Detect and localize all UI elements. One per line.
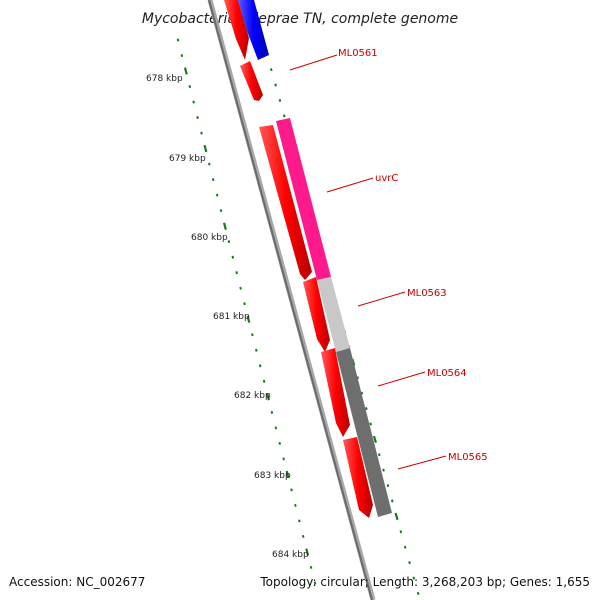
inner-tick (298, 519, 301, 523)
inner-tick (192, 100, 195, 104)
red-gene-1[interactable] (224, 0, 249, 60)
outer-tick (412, 576, 416, 580)
outer-tick (369, 422, 372, 426)
outer-tick (394, 512, 399, 521)
inner-tick (266, 393, 270, 401)
inner-tick (258, 364, 262, 368)
blue-gene[interactable] (238, 0, 269, 60)
red-gene-3[interactable] (259, 125, 312, 280)
outer-tick (360, 391, 364, 395)
inner-tick (301, 534, 305, 538)
outer-tick (282, 114, 286, 118)
kbp-label-681: 681 kbp (213, 312, 250, 322)
inner-tick (246, 315, 251, 323)
outer-tick (403, 545, 407, 549)
red-gene-2[interactable] (240, 61, 263, 101)
feature-track (224, 0, 392, 518)
uvrc-gene[interactable] (276, 118, 331, 280)
kbp-label-680: 680 kbp (191, 233, 228, 243)
inner-tick (313, 581, 317, 585)
outer-tick (390, 499, 394, 503)
kbp-label-682: 682 kbp (234, 391, 271, 401)
inner-tick (239, 286, 242, 290)
ml0564-gene[interactable] (336, 348, 392, 517)
kbp-labels: 678 kbp 679 kbp 680 kbp 681 kbp 682 kbp … (146, 74, 309, 560)
kbp-label-679: 679 kbp (169, 154, 206, 164)
accession-text: Accession: NC_002677 (9, 575, 145, 589)
gene-label-ml0564[interactable]: ML0564 (427, 368, 467, 379)
outer-tick (269, 68, 273, 72)
kbp-label-684: 684 kbp (272, 550, 309, 560)
inner-tick (180, 54, 184, 58)
ml0565-leader (397, 455, 447, 470)
inner-tick (176, 38, 180, 42)
inner-tick (309, 565, 313, 569)
outer-tick (382, 468, 385, 472)
inner-tick (270, 410, 274, 414)
inner-tick (290, 488, 293, 492)
inner-tick (255, 348, 258, 352)
ml0561-leader (289, 54, 338, 71)
gene-label-ml0565[interactable]: ML0565 (448, 452, 488, 463)
outer-tick (372, 435, 377, 444)
outer-tick (399, 530, 403, 534)
ml0564-leader (377, 371, 426, 387)
inner-tick (211, 178, 215, 182)
gene-labels: ML0561 uvrC ML0563 ML0564 ML0565 (289, 48, 488, 470)
inner-tick (285, 470, 290, 479)
red-gene-6[interactable] (343, 437, 373, 518)
inner-tick (282, 457, 285, 461)
inner-tick (305, 548, 310, 556)
inner-tick (200, 131, 203, 135)
gene-label-ml0563[interactable]: ML0563 (407, 288, 447, 299)
gene-label-ml0561[interactable]: ML0561 (338, 48, 378, 59)
kbp-label-678: 678 kbp (146, 74, 183, 84)
inner-tick (235, 271, 238, 275)
kbp-label-683: 683 kbp (254, 471, 291, 481)
outer-tick (356, 376, 359, 380)
ml0563-gene[interactable] (317, 277, 350, 352)
inner-tick (203, 144, 208, 153)
outer-tick (386, 484, 390, 488)
inner-tick (262, 379, 266, 383)
inner-tick (215, 193, 219, 197)
inner-tick (196, 116, 199, 120)
inner-tick (208, 162, 211, 166)
inner-tick (274, 426, 278, 430)
outer-tick (408, 561, 411, 565)
genome-summary-text: Topology: circular; Length: 3,268,203 bp… (259, 575, 590, 589)
outer-tick (416, 591, 420, 595)
inner-tick (231, 255, 235, 259)
gene-label-uvrc[interactable]: uvrC (375, 173, 398, 184)
outer-tick (377, 453, 381, 457)
inner-tick (243, 302, 246, 306)
inner-tick (188, 85, 192, 89)
red-gene-5[interactable] (321, 348, 350, 437)
inner-tick (251, 333, 254, 337)
inner-tick (278, 441, 282, 445)
inner-tick-ring (176, 38, 317, 585)
outer-tick (278, 98, 282, 102)
inner-tick (294, 503, 297, 507)
inner-tick (223, 222, 227, 230)
outer-tick (365, 407, 368, 411)
backbone (207, 0, 376, 600)
ml0563-leader (357, 291, 406, 307)
inner-tick (219, 209, 223, 213)
red-gene-4[interactable] (303, 277, 330, 352)
inner-tick (183, 67, 188, 75)
uvrc-leader (326, 177, 374, 193)
outer-tick (274, 83, 277, 87)
inner-tick (227, 240, 231, 244)
map-title: Mycobacterium leprae TN, complete genome (142, 11, 458, 27)
